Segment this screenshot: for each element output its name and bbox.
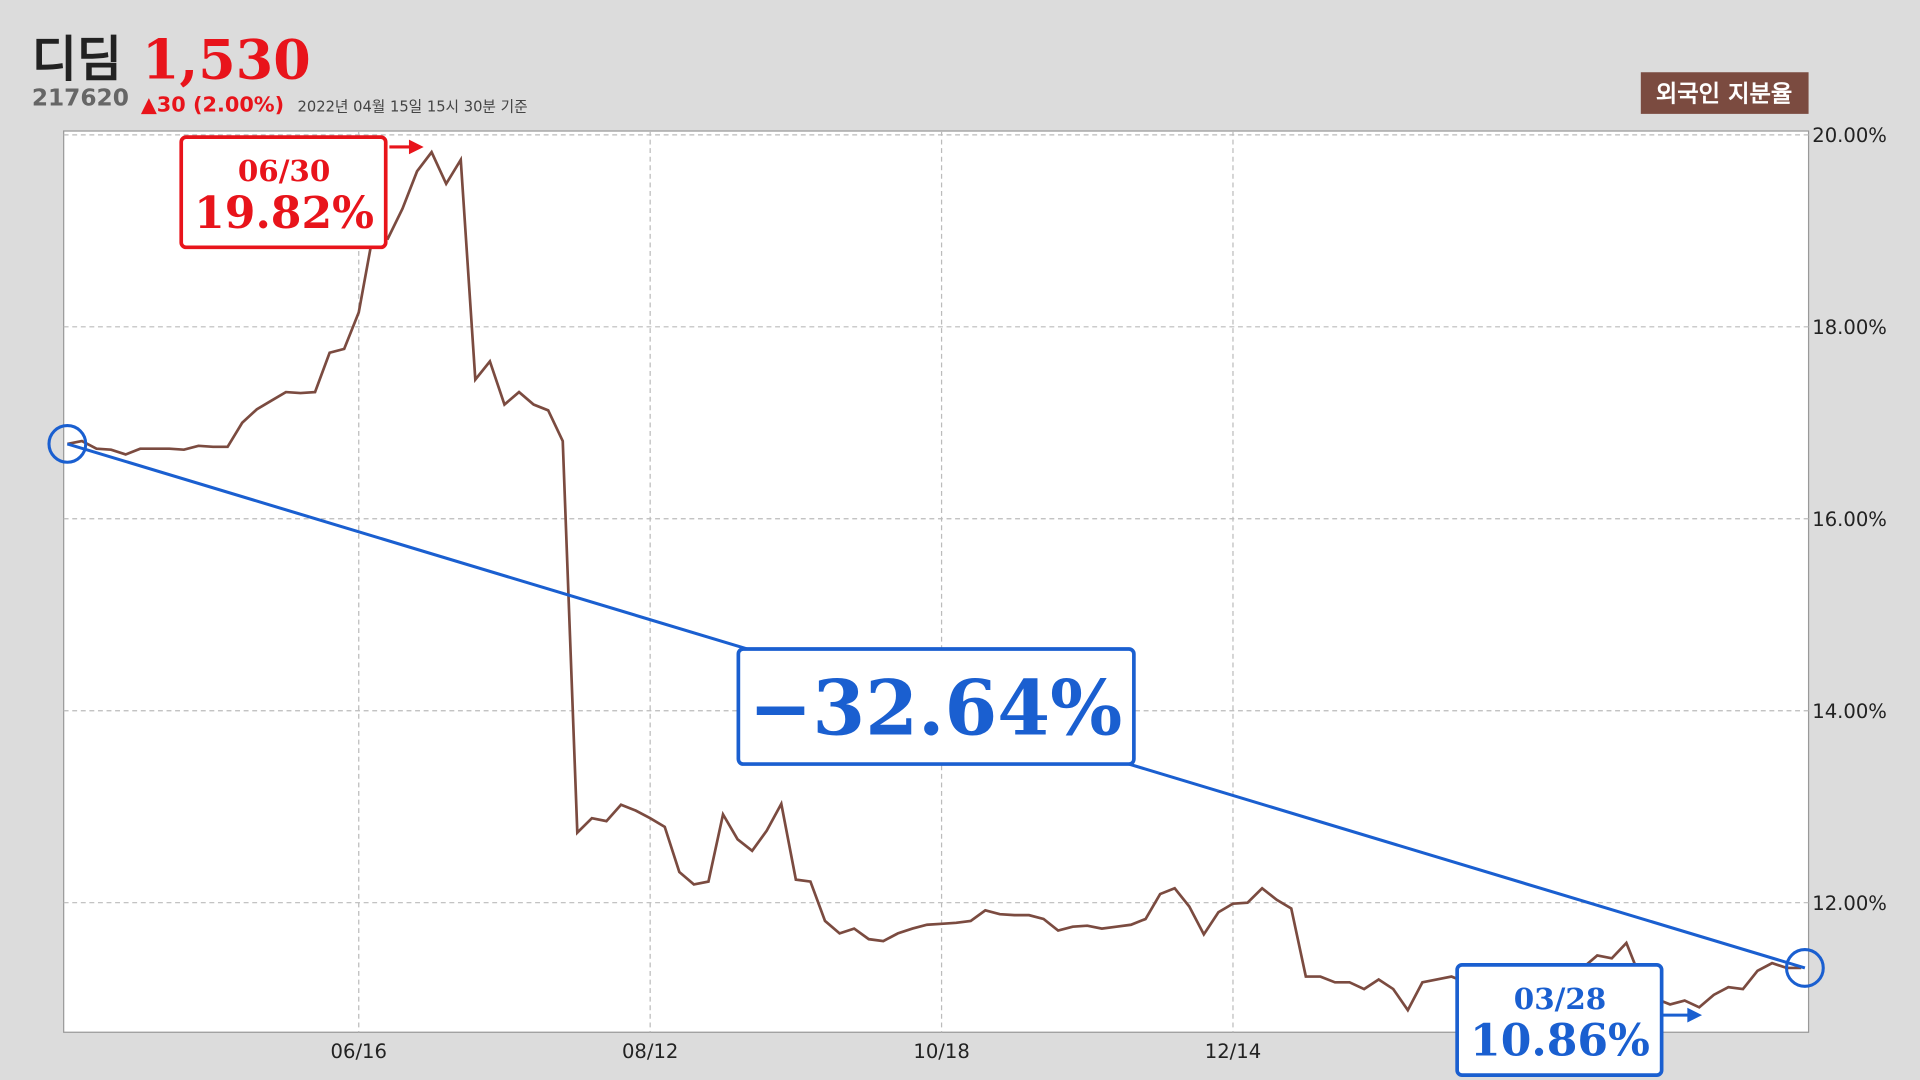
y-tick-label: 18.00% [1812,316,1887,339]
x-tick-label: 10/18 [913,1040,969,1063]
annotation-box [179,135,388,250]
timestamp: 2022년 04월 15일 15시 30분 기준 [298,98,528,115]
badge [1640,72,1809,114]
y-tick-label: 12.00% [1812,892,1887,915]
y-tick-label: 16.00% [1812,508,1887,531]
x-tick-label: 12/14 [1205,1040,1261,1063]
plot-layer: 12.00% 14.00% 16.00% 18.00% 20.00% 06/16 08/12… [47,124,1887,1077]
annotation-date: 06/30 [238,153,331,188]
start-marker [47,424,88,464]
annotation-arrowhead [408,139,424,155]
change-box [736,647,1136,766]
annotation-arrowhead [1687,1007,1703,1023]
annotation-date: 03/28 [1514,981,1606,1016]
y-tick-label: 20.00% [1812,124,1887,147]
change-label: −32.64% [749,664,1122,753]
annotation-value: 10.86% [1470,1016,1650,1067]
end-marker [1785,948,1825,988]
y-tick-label: 14.00% [1812,700,1887,723]
stock-code: 217620 [32,84,129,111]
badge-text: 외국인 지분율 [1656,81,1792,108]
stock-price: 1,530 [142,27,311,91]
annotation-value: 19.82% [194,188,374,239]
x-tick-label: 08/12 [622,1040,678,1063]
stock-change: ▲30 (2.00%) [141,92,284,116]
plot-area [63,130,1810,1033]
stock-name: 디딤 [32,31,122,88]
x-tick-label: 06/16 [331,1040,387,1063]
annotation-box [1455,963,1664,1077]
